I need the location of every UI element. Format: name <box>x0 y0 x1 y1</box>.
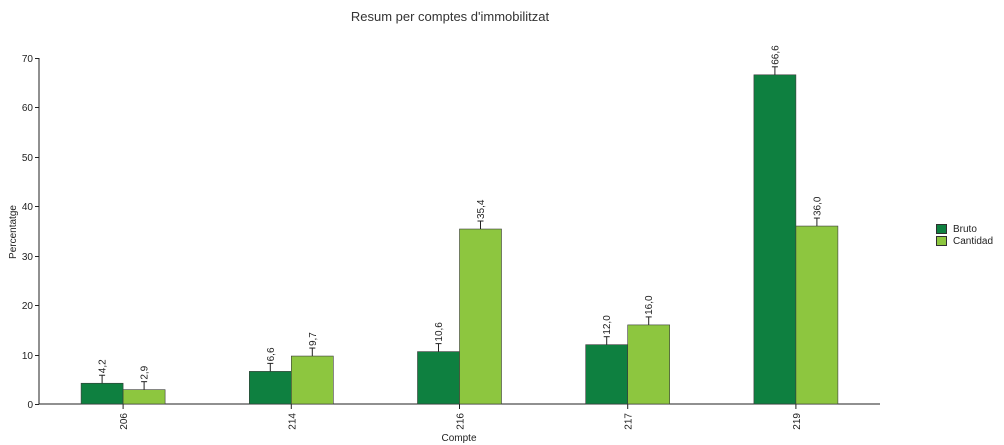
bar-cantidad-216 <box>459 228 502 405</box>
legend-item-cantidad: Cantidad <box>936 235 993 247</box>
y-tick-label: 60 <box>22 103 34 114</box>
y-tick-label: 20 <box>22 301 34 312</box>
data-label: 6,6 <box>266 347 277 361</box>
chart-title: Resum per comptes d'immobilitzat <box>350 9 550 24</box>
data-label: 12,0 <box>602 315 613 335</box>
bar-cantidad-217 <box>627 324 671 405</box>
y-tick-label: 50 <box>22 153 34 164</box>
data-label: 35,4 <box>476 199 487 219</box>
legend-swatch-cantidad <box>936 236 947 246</box>
y-tick-label: 30 <box>22 252 34 263</box>
bar-cantidad-219 <box>795 225 839 405</box>
bar-cantidad-206 <box>122 389 166 405</box>
x-tick-label: 216 <box>456 413 467 430</box>
data-label: 2,9 <box>140 365 151 379</box>
bar-bruto-217 <box>585 344 629 405</box>
y-tick-label: 10 <box>22 351 34 362</box>
data-label: 9,7 <box>308 332 319 346</box>
bar-cantidad-214 <box>290 355 334 405</box>
legend-item-bruto: Bruto <box>936 223 993 235</box>
x-tick-label: 219 <box>792 413 803 430</box>
x-tick-label: 214 <box>287 413 298 430</box>
data-label: 16,0 <box>644 295 655 315</box>
x-tick-label: 217 <box>624 413 635 430</box>
y-axis-label: Percentatge <box>8 205 19 259</box>
y-tick-label: 70 <box>22 54 34 65</box>
bar-bruto-214 <box>249 371 292 405</box>
y-tick-label: 40 <box>22 202 34 213</box>
bar-bruto-216 <box>417 351 460 405</box>
bar-bruto-219 <box>753 74 797 405</box>
data-label: 66,6 <box>770 45 781 65</box>
data-label: 10,6 <box>434 322 445 342</box>
y-tick-label: 0 <box>27 400 33 411</box>
data-label: 36,0 <box>812 196 823 216</box>
x-axis-label: Compte <box>441 433 476 444</box>
data-label: 4,2 <box>98 359 109 373</box>
legend-label-bruto: Bruto <box>953 223 977 235</box>
x-tick-label: 206 <box>119 413 130 430</box>
chart-legend: Bruto Cantidad <box>936 223 993 247</box>
legend-swatch-bruto <box>936 224 947 234</box>
chart-labels: 4,2 2,9 6,6 9,7 10,6 35,4 12,0 16,0 66,6 36,0 <box>98 45 824 380</box>
legend-label-cantidad: Cantidad <box>953 235 994 247</box>
chart-bars <box>80 66 839 405</box>
bar-bruto-206 <box>80 382 124 405</box>
